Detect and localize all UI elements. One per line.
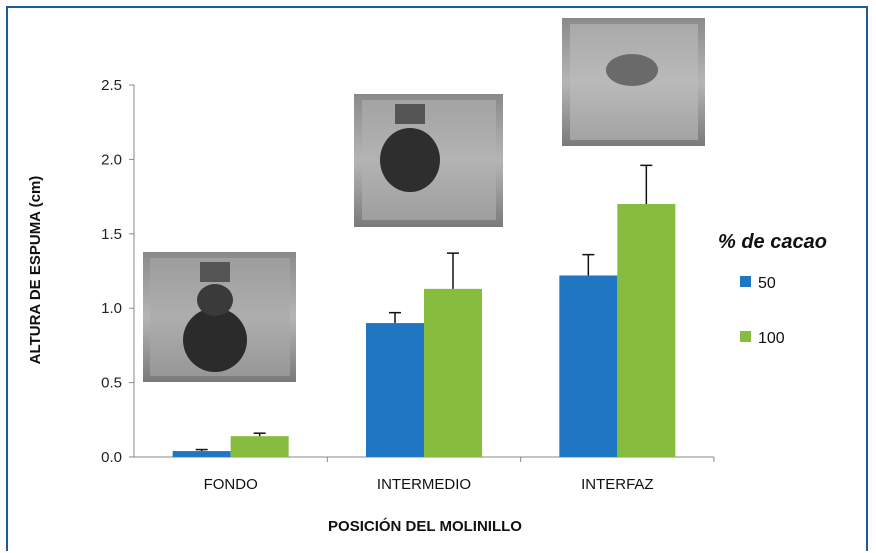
y-tick-label: 0.0 bbox=[101, 449, 122, 466]
bar-50-intermedio bbox=[366, 323, 424, 457]
foam-photo-interfaz bbox=[562, 18, 705, 146]
y-tick-label: 1.5 bbox=[101, 226, 122, 243]
bar-50-interfaz bbox=[559, 275, 618, 457]
x-axis-label: POSICIÓN DEL MOLINILLO bbox=[328, 517, 522, 535]
legend-swatch-100 bbox=[740, 331, 751, 342]
legend-label-50: 50 bbox=[758, 275, 776, 292]
x-tick-label: INTERMEDIO bbox=[377, 476, 471, 493]
y-tick-label: 1.0 bbox=[101, 300, 122, 317]
x-tick-label: INTERFAZ bbox=[581, 476, 654, 493]
x-tick-label: FONDO bbox=[204, 476, 258, 493]
y-axis-label: ALTURA DE ESPUMA (cm) bbox=[27, 176, 44, 365]
y-tick-label: 2.0 bbox=[101, 151, 122, 168]
foam-photo-intermedio bbox=[354, 94, 503, 227]
bar-50-fondo bbox=[172, 451, 231, 457]
bar-100-interfaz bbox=[617, 204, 676, 457]
legend-title: % de cacao bbox=[718, 231, 827, 253]
bar-100-intermedio bbox=[424, 288, 482, 457]
y-tick-label: 0.5 bbox=[101, 375, 122, 392]
foam-photo-fondo bbox=[143, 252, 296, 382]
y-tick-label: 2.5 bbox=[101, 77, 122, 94]
legend-label-100: 100 bbox=[758, 330, 785, 347]
chart-frame bbox=[6, 6, 868, 551]
legend-swatch-50 bbox=[740, 276, 751, 287]
bar-100-fondo bbox=[230, 436, 289, 457]
